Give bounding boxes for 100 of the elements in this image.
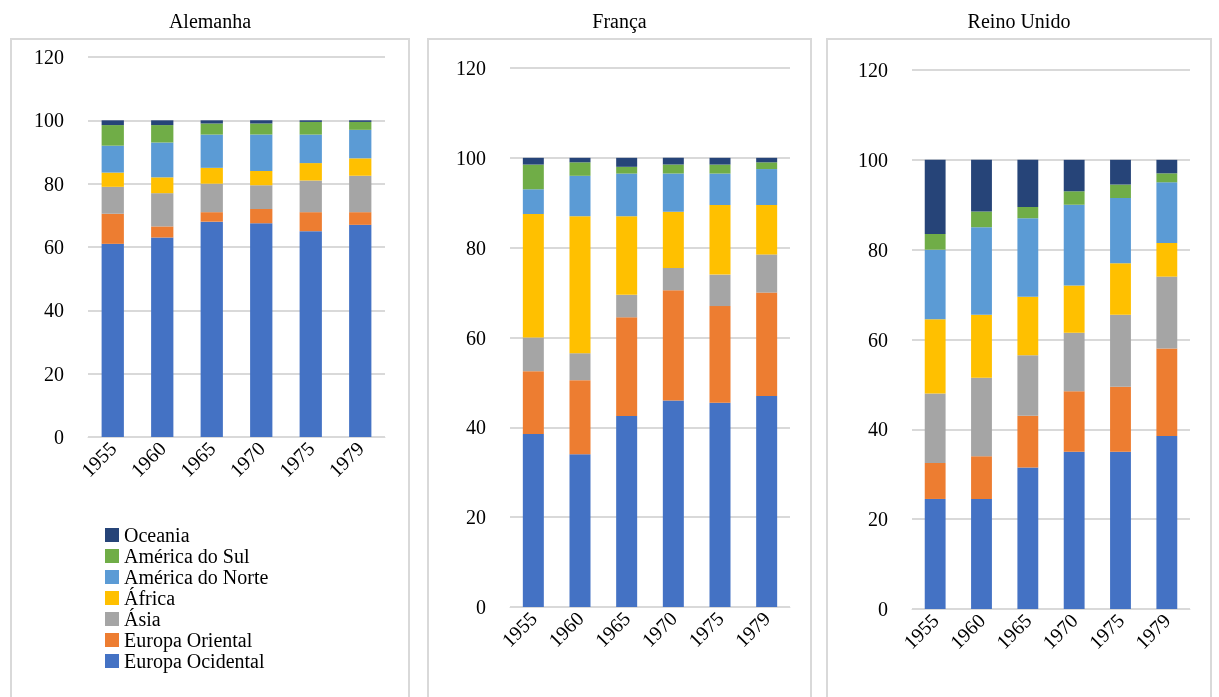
bar: [349, 212, 372, 225]
bar: [924, 393, 946, 464]
y-tick-label: 80: [466, 236, 486, 259]
bar: [569, 454, 591, 607]
bar: [756, 254, 778, 293]
bar: [299, 134, 322, 164]
bar: [616, 294, 638, 318]
bar: [151, 237, 174, 437]
bar: [616, 317, 638, 417]
legend-label: América do Sul: [124, 545, 250, 567]
bar: [200, 134, 223, 168]
bar: [101, 213, 124, 244]
bar: [662, 267, 684, 291]
x-tick-label: 1979: [1130, 609, 1175, 654]
y-tick-label: 80: [44, 172, 64, 195]
y-tick-label: 0: [476, 596, 486, 618]
bar: [924, 319, 946, 394]
bar: [250, 171, 273, 186]
x-tick-label: 1960: [945, 609, 990, 654]
bar: [151, 120, 174, 126]
bar: [709, 173, 731, 205]
bar: [709, 274, 731, 307]
bar: [971, 456, 992, 499]
bar: [971, 377, 992, 457]
bar: [1156, 436, 1178, 609]
y-tick-label: 80: [868, 238, 888, 261]
bar: [1156, 173, 1178, 183]
bar: [250, 120, 273, 124]
bar: [1063, 285, 1085, 333]
bar: [522, 337, 544, 372]
bar: [756, 205, 778, 255]
bar: [756, 162, 778, 170]
y-tick-label: 40: [466, 416, 486, 439]
chart-title: Alemanha: [168, 10, 252, 32]
bar: [101, 120, 124, 126]
y-tick-label: 100: [858, 148, 888, 171]
x-tick-label: 1970: [637, 607, 682, 652]
bar: [924, 233, 946, 250]
bar: [299, 163, 322, 181]
bar: [200, 212, 223, 222]
chart-title: França: [592, 10, 647, 33]
bar: [200, 167, 223, 184]
bar: [250, 185, 273, 209]
bar: [1017, 296, 1039, 356]
bar: [971, 498, 992, 609]
x-tick-label: 1960: [126, 437, 171, 482]
bar: [1017, 159, 1039, 207]
bar: [1110, 198, 1131, 264]
bar: [200, 183, 223, 213]
bar: [1017, 207, 1039, 219]
legend-label: Europa Oriental: [124, 629, 253, 652]
y-tick-label: 20: [466, 506, 486, 529]
bar: [1063, 391, 1085, 452]
bar: [101, 243, 124, 437]
bar: [200, 123, 223, 135]
legend-label: Ásia: [124, 608, 161, 630]
y-tick-label: 0: [878, 598, 888, 620]
bar: [1110, 263, 1131, 315]
bar: [151, 177, 174, 194]
bar: [662, 211, 684, 268]
bar: [1156, 159, 1178, 174]
bar: [569, 175, 591, 217]
bar: [662, 290, 684, 401]
y-tick-label: 0: [54, 426, 64, 448]
bar: [756, 395, 778, 607]
y-tick-label: 100: [456, 146, 486, 169]
y-tick-label: 60: [44, 236, 64, 258]
bar: [1110, 451, 1131, 609]
bar: [299, 121, 322, 135]
y-tick-label: 20: [868, 508, 888, 531]
bar: [1063, 332, 1085, 392]
x-tick-label: 1979: [324, 437, 369, 482]
bar: [250, 134, 273, 171]
bar: [151, 125, 174, 143]
bar: [756, 169, 778, 205]
y-tick-label: 60: [466, 326, 486, 349]
bar: [1156, 276, 1178, 349]
bar: [1017, 467, 1039, 609]
bar: [1110, 314, 1131, 387]
y-tick-label: 40: [44, 299, 64, 322]
bar: [569, 216, 591, 354]
bar: [569, 162, 591, 176]
bar: [151, 193, 174, 227]
legend-label: América do Norte: [124, 566, 269, 588]
bar: [924, 498, 946, 609]
bar: [971, 159, 992, 212]
bar: [349, 121, 372, 130]
bar: [616, 173, 638, 217]
bar: [971, 314, 992, 378]
bar: [709, 402, 731, 607]
bar: [709, 164, 731, 174]
bar: [349, 129, 372, 159]
bar: [1063, 451, 1085, 609]
bar: [616, 157, 638, 167]
y-tick-label: 120: [858, 59, 888, 81]
bar: [1017, 218, 1039, 297]
bar: [299, 212, 322, 232]
bar: [756, 292, 778, 396]
bar: [101, 145, 124, 173]
bar: [522, 434, 544, 607]
